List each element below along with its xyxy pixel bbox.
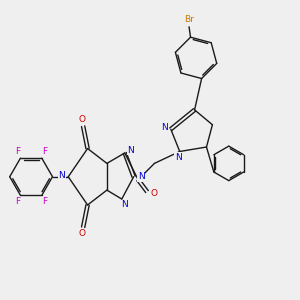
Text: F: F bbox=[42, 147, 47, 156]
Text: O: O bbox=[79, 115, 86, 124]
Text: F: F bbox=[42, 197, 47, 206]
Text: N: N bbox=[138, 172, 145, 181]
Text: Br: Br bbox=[184, 16, 194, 25]
Text: N: N bbox=[175, 153, 181, 162]
Text: O: O bbox=[79, 229, 86, 238]
Text: F: F bbox=[15, 147, 20, 156]
Text: N: N bbox=[58, 171, 65, 180]
Text: N: N bbox=[127, 146, 134, 154]
Text: O: O bbox=[150, 189, 157, 198]
Text: N: N bbox=[122, 200, 128, 209]
Text: N: N bbox=[161, 123, 168, 132]
Text: F: F bbox=[15, 197, 20, 206]
